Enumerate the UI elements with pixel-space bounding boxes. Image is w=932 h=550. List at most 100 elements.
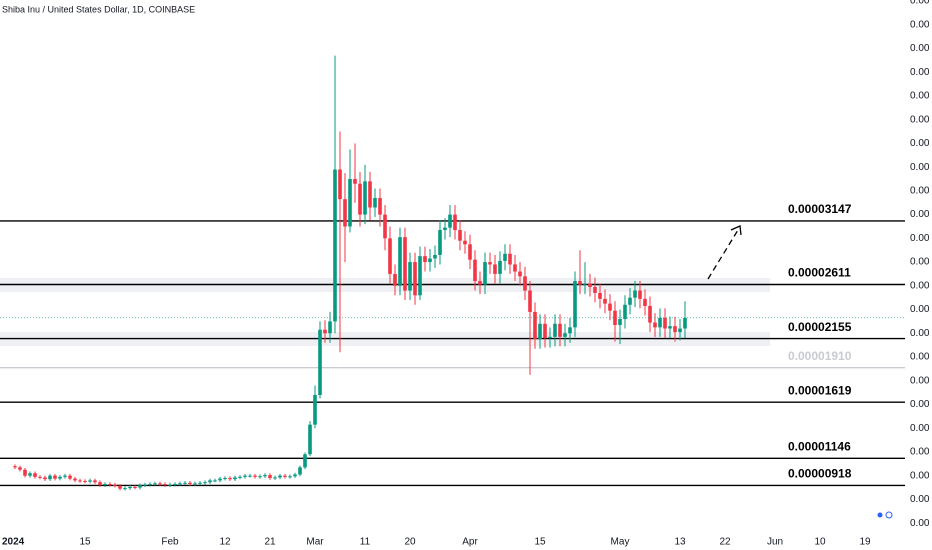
candle-body xyxy=(498,260,502,274)
y-tick-label: 0.00 xyxy=(910,257,930,268)
candle-body xyxy=(393,273,397,286)
candle-body xyxy=(98,482,102,486)
candle-body xyxy=(653,322,657,328)
candle-body xyxy=(83,481,87,483)
candle-body xyxy=(243,475,247,477)
y-tick-label: 0.00 xyxy=(910,91,930,102)
y-tick-label: 0.00 xyxy=(910,447,930,458)
x-tick-label: 22 xyxy=(719,537,731,548)
candle-body xyxy=(508,253,512,265)
candle-body xyxy=(208,480,212,483)
x-tick-label: 21 xyxy=(264,537,276,548)
x-tick-label: Apr xyxy=(462,537,478,548)
x-tick-label: Feb xyxy=(161,537,179,548)
candle-body xyxy=(378,197,382,215)
candle-body xyxy=(658,317,662,328)
candle-body xyxy=(453,214,457,231)
candle-body xyxy=(293,474,297,477)
candle-body xyxy=(548,336,552,339)
candle-body xyxy=(618,319,622,325)
level-label: 0.00001146 xyxy=(788,440,851,454)
y-tick-label: 0.00 xyxy=(910,162,930,173)
y-tick-label: 0.00 xyxy=(910,19,930,30)
candle-body xyxy=(223,478,227,480)
candle-body xyxy=(588,283,592,287)
candle-body xyxy=(623,304,627,320)
candle-body xyxy=(333,169,337,322)
candle-body xyxy=(13,466,17,468)
candle-body xyxy=(538,323,542,340)
candle-body xyxy=(73,478,77,481)
candle-body xyxy=(28,473,32,476)
candle-body xyxy=(348,179,352,227)
candle-body xyxy=(563,333,567,337)
candle-body xyxy=(483,262,487,285)
candle-body xyxy=(503,253,507,261)
candle-body xyxy=(43,477,47,480)
candle-body xyxy=(113,484,117,486)
level-label: 0.00002611 xyxy=(788,266,851,280)
candle-body xyxy=(323,329,327,334)
candle-body xyxy=(193,483,197,485)
candle-body xyxy=(148,483,152,485)
y-tick-label: 0.00 xyxy=(910,280,930,291)
y-tick-label: 0.00 xyxy=(910,67,930,78)
candle-body xyxy=(233,477,237,480)
x-tick-label: May xyxy=(611,537,630,548)
y-tick-label: 0.00 xyxy=(910,494,930,505)
y-tick-label: 0.00 xyxy=(910,518,930,529)
candle-body xyxy=(103,483,107,486)
candle-body xyxy=(158,483,162,485)
candle-body xyxy=(188,482,192,484)
x-tick-label: 2024 xyxy=(2,537,25,548)
candle-body xyxy=(238,476,242,478)
candle-body xyxy=(573,281,577,328)
y-tick-label: 0.00 xyxy=(910,233,930,244)
level-label: 0.00001910 xyxy=(788,349,852,363)
candle-body xyxy=(173,483,177,485)
x-tick-label: 11 xyxy=(360,537,371,548)
candle-body xyxy=(298,467,302,475)
x-tick-label: 15 xyxy=(79,537,91,548)
candle-body xyxy=(138,485,142,488)
candle-body xyxy=(413,262,417,296)
candle-body xyxy=(443,227,447,231)
candle-body xyxy=(268,475,272,479)
candle-body xyxy=(678,328,682,333)
bottom-icon xyxy=(877,511,893,519)
candle-body xyxy=(558,323,562,337)
candle-body xyxy=(303,454,307,468)
candle-body xyxy=(473,259,477,282)
candle-body xyxy=(533,311,537,340)
candle-body xyxy=(668,326,672,329)
candle-body xyxy=(218,478,222,481)
candle-body xyxy=(143,484,147,486)
candle-body xyxy=(168,484,172,486)
candle-body xyxy=(433,254,437,259)
candle-body xyxy=(313,394,317,425)
candle-body xyxy=(343,199,347,227)
candle-body xyxy=(518,271,522,277)
candle-body xyxy=(283,475,287,477)
candle-body xyxy=(463,240,467,245)
candle-body xyxy=(123,488,127,490)
x-tick-label: Jun xyxy=(767,537,783,548)
candle-body xyxy=(78,480,82,482)
y-tick-label: 0.00 xyxy=(910,423,930,434)
candle-body xyxy=(468,244,472,260)
candle-body xyxy=(403,237,407,291)
candle-body xyxy=(513,264,517,272)
candle-body xyxy=(93,480,97,483)
candle-body xyxy=(33,473,37,477)
candle-body xyxy=(673,326,677,333)
candle-body xyxy=(353,179,357,184)
candle-body xyxy=(643,298,647,306)
candle-body xyxy=(23,469,27,476)
y-tick-label: 0.00 xyxy=(910,375,930,386)
y-tick-label: 0.00 xyxy=(910,0,930,7)
candle-body xyxy=(308,424,312,455)
candle-body xyxy=(178,483,182,485)
candle-body xyxy=(638,290,642,299)
